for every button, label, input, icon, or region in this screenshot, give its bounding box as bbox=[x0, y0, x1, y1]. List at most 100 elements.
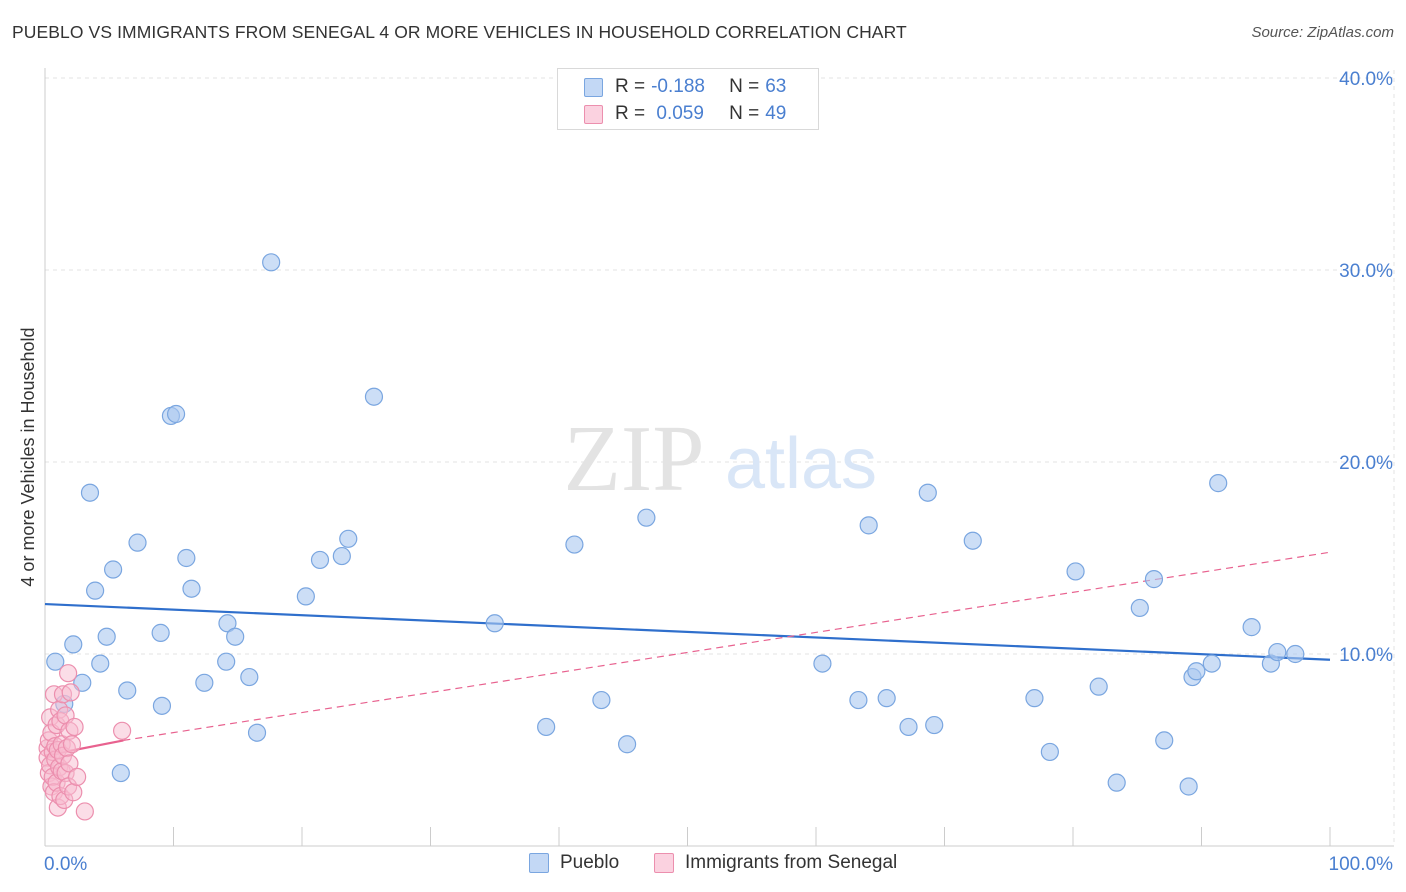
pueblo-point bbox=[637, 508, 656, 527]
senegal-point bbox=[75, 802, 94, 821]
pueblo-point bbox=[111, 763, 130, 783]
pueblo-point bbox=[592, 690, 611, 710]
y-tick-label: 20.0% bbox=[1339, 453, 1393, 474]
y-tick-label: 10.0% bbox=[1339, 645, 1393, 666]
axes bbox=[44, 68, 1394, 847]
pueblo-point bbox=[1107, 773, 1126, 792]
pueblo-point bbox=[152, 696, 172, 715]
pueblo-point bbox=[859, 516, 878, 535]
pueblo-point bbox=[1187, 662, 1206, 681]
pueblo-point bbox=[182, 579, 201, 598]
pueblo-point bbox=[118, 681, 137, 700]
pueblo-point bbox=[877, 689, 896, 708]
pueblo-point bbox=[918, 483, 937, 502]
pueblo-point bbox=[1089, 677, 1108, 696]
legend-row-senegal: R = 0.059 N = 49 bbox=[584, 101, 786, 127]
pueblo-point bbox=[364, 387, 384, 406]
pueblo-point bbox=[177, 548, 196, 568]
pueblo-point bbox=[485, 614, 504, 633]
legend-r-label: R = bbox=[615, 76, 646, 97]
series-legend: Pueblo Immigrants from Senegal bbox=[0, 852, 1406, 878]
pueblo-point bbox=[46, 652, 65, 671]
senegal-point bbox=[61, 683, 80, 702]
pueblo-point bbox=[64, 635, 83, 654]
legend-swatch-pueblo bbox=[584, 77, 603, 97]
series-label-senegal: Immigrants from Senegal bbox=[685, 852, 898, 873]
chart-title: PUEBLO VS IMMIGRANTS FROM SENEGAL 4 OR M… bbox=[12, 22, 907, 42]
pueblo-point bbox=[1202, 654, 1221, 673]
pueblo-point bbox=[1179, 777, 1198, 796]
pueblo-point bbox=[296, 587, 315, 606]
x-tick-label: 0.0% bbox=[44, 854, 87, 875]
pueblo-point bbox=[86, 581, 105, 600]
pueblo-point bbox=[151, 623, 170, 642]
pueblo-point bbox=[332, 546, 351, 566]
axis-labels: 10.0% 20.0% 30.0% 40.0% 0.0% 100.0% 4 or more … bbox=[18, 69, 1393, 875]
trend-line-pueblo bbox=[44, 602, 1331, 661]
pueblo-point bbox=[80, 483, 100, 502]
pueblo-point bbox=[240, 667, 259, 687]
senegal-point bbox=[64, 783, 83, 802]
series-swatch-senegal bbox=[654, 853, 674, 873]
y-tick-label: 40.0% bbox=[1339, 69, 1393, 90]
series-swatch-pueblo bbox=[529, 853, 549, 873]
legend-n-value: 49 bbox=[765, 103, 787, 124]
watermark: ZIP atlas bbox=[564, 407, 878, 511]
legend-r-label: R = bbox=[615, 103, 646, 124]
senegal-point bbox=[62, 735, 82, 754]
pueblo-point bbox=[217, 652, 236, 671]
senegal-point bbox=[59, 664, 78, 683]
pueblo-point bbox=[195, 673, 214, 692]
y-axis-title: 4 or more Vehicles in Household bbox=[18, 327, 38, 586]
series-legend-pueblo: Pueblo bbox=[529, 852, 619, 874]
pueblo-point bbox=[1155, 731, 1174, 750]
pueblo-point bbox=[104, 560, 123, 579]
pueblo-point bbox=[925, 715, 944, 735]
legend-n-label: N = bbox=[729, 76, 760, 97]
y-tick-label: 30.0% bbox=[1339, 261, 1393, 282]
senegal-point bbox=[60, 754, 79, 773]
correlation-legend: R = -0.188 N = 63 R = 0.059 N = 49 bbox=[557, 68, 819, 130]
series-label-pueblo: Pueblo bbox=[560, 852, 620, 873]
senegal-point bbox=[68, 767, 87, 786]
pueblo-point bbox=[310, 550, 330, 570]
legend-r-value: -0.188 bbox=[651, 76, 705, 97]
legend-n-value: 63 bbox=[765, 76, 787, 97]
pueblo-point bbox=[813, 654, 832, 673]
pueblo-point bbox=[91, 654, 110, 673]
source-label: Source: ZipAtlas.com bbox=[1251, 24, 1394, 41]
grid-lines bbox=[45, 70, 1395, 846]
pueblo-point bbox=[618, 735, 637, 754]
pueblo-point bbox=[1144, 570, 1164, 589]
pueblo-point bbox=[1040, 742, 1059, 762]
pueblo-point bbox=[1025, 689, 1044, 708]
data-points bbox=[38, 253, 1305, 821]
series-legend-senegal: Immigrants from Senegal bbox=[654, 852, 897, 874]
pueblo-point bbox=[1242, 618, 1261, 637]
watermark-zip: ZIP bbox=[564, 407, 705, 511]
watermark-atlas: atlas bbox=[725, 424, 877, 504]
pueblo-point bbox=[262, 253, 281, 272]
pueblo-point bbox=[226, 627, 245, 646]
pueblo-point bbox=[1066, 562, 1085, 581]
pueblo-point bbox=[963, 531, 982, 550]
x-tick-label: 100.0% bbox=[1329, 854, 1394, 875]
pueblo-point bbox=[247, 723, 267, 742]
senegal-point bbox=[65, 717, 84, 737]
pueblo-point bbox=[97, 627, 116, 646]
legend-r-value: 0.059 bbox=[651, 103, 704, 124]
pueblo-point bbox=[1209, 474, 1228, 493]
pueblo-point bbox=[128, 533, 147, 552]
pueblo-point bbox=[849, 690, 868, 710]
legend-swatch-senegal bbox=[584, 104, 603, 124]
senegal-point bbox=[112, 721, 132, 740]
pueblo-point bbox=[1286, 644, 1305, 664]
pueblo-point bbox=[565, 535, 584, 554]
pueblo-point bbox=[339, 529, 358, 548]
pueblo-point bbox=[166, 404, 186, 424]
pueblo-point bbox=[1130, 598, 1149, 618]
pueblo-point bbox=[899, 717, 918, 737]
pueblo-point bbox=[1268, 642, 1287, 662]
pueblo-point bbox=[218, 614, 237, 633]
